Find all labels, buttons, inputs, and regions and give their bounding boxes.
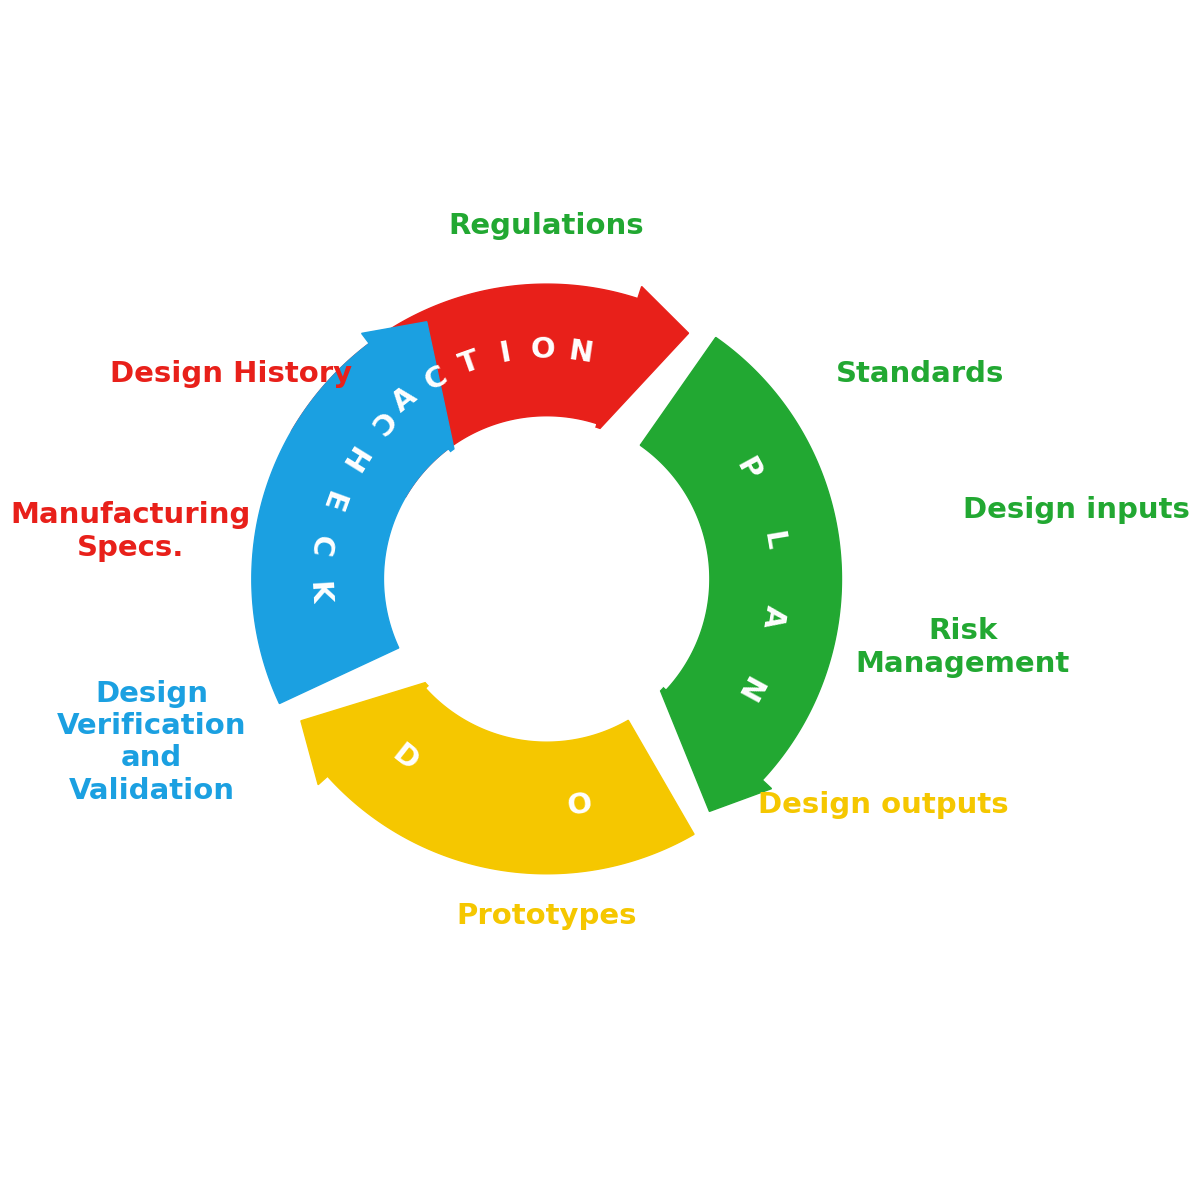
Text: O: O [565,790,594,821]
Text: T: T [456,347,484,380]
Text: Design inputs: Design inputs [962,497,1189,524]
Text: E: E [314,486,348,515]
Text: C: C [305,533,336,558]
Text: L: L [757,529,788,552]
Polygon shape [252,322,456,703]
Text: I: I [498,338,514,368]
Text: Risk
Management: Risk Management [856,617,1069,678]
Text: N: N [566,337,594,368]
Text: P: P [731,454,766,485]
Text: Design outputs: Design outputs [758,791,1009,820]
Text: N: N [730,671,766,706]
Text: Regulations: Regulations [449,212,644,240]
Text: Design History: Design History [109,360,352,388]
Polygon shape [301,679,694,874]
Text: Manufacturing
Specs.: Manufacturing Specs. [11,502,251,562]
Text: C: C [419,361,451,396]
Text: K: K [304,581,332,605]
Text: C: C [362,404,397,439]
Text: Prototypes: Prototypes [456,902,637,930]
Circle shape [389,421,704,737]
Polygon shape [641,337,841,811]
Text: H: H [334,440,370,476]
Text: A: A [757,604,788,630]
Polygon shape [292,284,689,497]
Text: Design
Verification
and
Validation: Design Verification and Validation [58,679,246,805]
Text: O: O [530,336,556,364]
Text: D: D [386,740,422,776]
Text: Standards: Standards [836,360,1004,388]
Text: A: A [386,382,422,418]
